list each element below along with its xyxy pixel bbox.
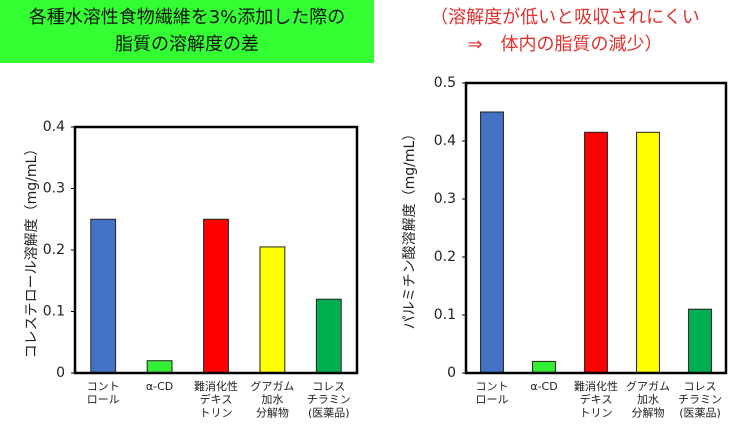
y-tick-label: 0.3	[434, 191, 456, 207]
bar	[480, 111, 504, 374]
chart-title: 各種水溶性食物繊維を3%添加した際の	[29, 7, 346, 28]
bar	[532, 360, 556, 374]
plot-frame	[73, 125, 359, 375]
bar	[259, 246, 286, 374]
x-tick-label: コントロール	[476, 380, 509, 406]
y-tick-label: 0.5	[434, 75, 456, 91]
bar	[203, 218, 229, 374]
x-tick-label: コントロール	[87, 380, 120, 406]
bar	[146, 360, 173, 374]
chart-title: ⇒ 体内の脂質の減少）	[467, 34, 662, 55]
y-axis-label: パルミチン酸溶解度（mg/mL）	[402, 127, 418, 330]
x-tick-label: 難消化性デキストリン	[574, 379, 618, 419]
y-tick-label: 0.1	[434, 307, 456, 323]
x-tick-label: コレスチラミン(医薬品)	[307, 380, 351, 419]
y-tick-label: 0.4	[434, 133, 456, 149]
x-tick-label: 難消化性デキストリン	[194, 379, 238, 419]
chart-title: 脂質の溶解度の差	[115, 34, 259, 55]
y-tick-label: 0	[447, 365, 456, 381]
bar	[636, 131, 660, 374]
y-tick-label: 0.2	[43, 242, 65, 258]
y-axis-label: コレステロール溶解度（mg/mL）	[24, 142, 40, 359]
chart-title: （溶解度が低いと吸収されにくい	[430, 7, 700, 28]
x-tick-label: α-CD	[530, 380, 557, 393]
plot-frame	[464, 81, 728, 375]
y-tick-label: 0	[56, 365, 65, 381]
x-tick-label: グアガム加水分解物	[250, 379, 294, 419]
x-tick-label: グアガム加水分解物	[626, 379, 670, 419]
bar	[584, 131, 608, 374]
y-tick-label: 0.1	[43, 304, 65, 320]
bar	[90, 218, 117, 374]
title-box	[0, 0, 374, 63]
bar	[315, 298, 342, 374]
x-tick-label: コレスチラミン(医薬品)	[678, 380, 722, 419]
bar	[688, 308, 712, 374]
y-tick-label: 0.4	[43, 119, 65, 135]
y-tick-label: 0.3	[43, 181, 65, 197]
x-tick-label: α-CD	[146, 380, 173, 393]
y-tick-label: 0.2	[434, 249, 456, 265]
